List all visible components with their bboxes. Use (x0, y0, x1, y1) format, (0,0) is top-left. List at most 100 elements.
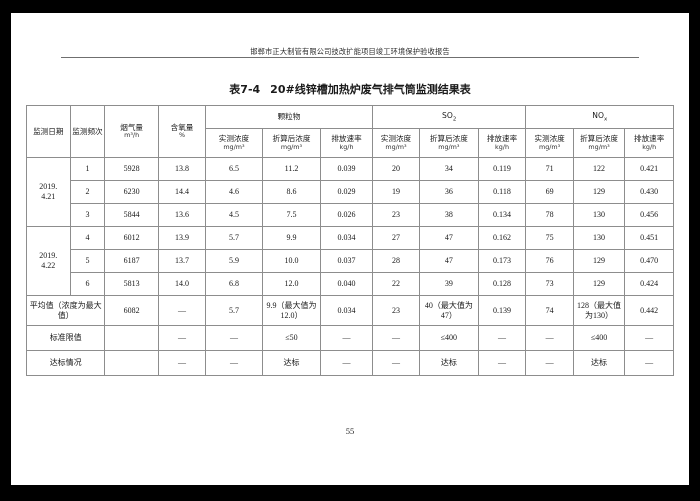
cell-so2-converted: 40（最大值为47） (419, 295, 479, 326)
cell-so2-measured: — (371, 325, 421, 351)
cell-date-group-2: 2019. 4.22 (26, 226, 71, 296)
cell-pm-converted: 9.9（最大值为12.0） (261, 295, 322, 326)
cell-standard-label: 标准限值 (25, 325, 106, 351)
col-flue-gas-unit: m³/h (124, 131, 140, 140)
cell-so2-rate: 0.119 (477, 157, 527, 181)
cell-so2-measured: 27 (371, 226, 421, 250)
cell-so2-rate: 0.173 (477, 249, 527, 273)
cell-pm-converted: 12.0 (261, 272, 322, 296)
cell-pm-measured: 4.6 (205, 180, 263, 204)
cell-compliance-label: 达标情况 (25, 350, 106, 376)
cell-flue-gas: 5813 (104, 272, 159, 296)
col-monitoring-frequency: 监测频次 (69, 105, 106, 158)
cell-pm-measured: 5.7 (205, 295, 263, 326)
table-row-average: 平均值（浓度为最大值） 6082 — 5.7 9.9（最大值为12.0） 0.0… (25, 295, 674, 326)
cell-pm-measured: 4.5 (205, 203, 263, 227)
cell-frequency: 3 (69, 203, 106, 227)
cell-nox-measured: 69 (525, 180, 574, 204)
group-header-so2: SO2 (371, 105, 527, 129)
cell-pm-converted: 10.0 (261, 249, 322, 273)
cell-so2-rate: — (477, 350, 527, 376)
cell-pm-rate: — (320, 350, 373, 376)
cell-nox-rate: 0.456 (624, 203, 674, 227)
cell-so2-measured: 20 (371, 157, 421, 181)
col-nox-rate: 排放速率 kg/h (624, 128, 674, 158)
document-page: 邯郸市正大制管有限公司技改扩能项目竣工环境保护验收报告 表7-4 20#线锌槽加热… (11, 13, 689, 485)
cell-so2-rate: 0.128 (477, 272, 527, 296)
table-row: 2 6230 14.4 4.6 8.6 0.029 19 36 0.118 69… (27, 180, 674, 204)
cell-nox-converted: 130 (572, 203, 626, 227)
cell-so2-converted: 达标 (419, 350, 479, 376)
cell-so2-rate: — (477, 325, 527, 351)
cell-pm-measured: — (205, 350, 263, 376)
cell-so2-measured: 23 (371, 203, 421, 227)
cell-oxygen: 13.8 (157, 157, 207, 181)
cell-so2-converted: 47 (419, 226, 479, 250)
cell-so2-rate: 0.139 (477, 295, 527, 326)
col-nox-measured: 实测浓度 mg/m³ (525, 128, 574, 158)
nox-subscript: x (603, 116, 608, 123)
cell-nox-rate: 0.470 (624, 249, 674, 273)
cell-so2-measured: 23 (371, 295, 421, 326)
cell-nox-rate: 0.424 (624, 272, 674, 296)
cell-pm-measured: — (205, 325, 263, 351)
cell-pm-measured: 5.9 (205, 249, 263, 273)
cell-oxygen: — (157, 350, 207, 376)
cell-so2-measured: 19 (371, 180, 421, 204)
group-header-nox: NOx (525, 105, 674, 129)
table-caption: 表7-4 20#线锌槽加热炉废气排气筒监测结果表 (11, 81, 689, 97)
col-oxygen-content: 含氧量 % (157, 105, 207, 158)
cell-flue-gas (104, 325, 159, 351)
cell-nox-converted: 130 (572, 226, 626, 250)
table-row-compliance: 达标情况 — — 达标 — — 达标 — — 达标 — (25, 350, 674, 376)
col-pm-rate: 排放速率 kg/h (320, 128, 373, 158)
cell-so2-converted: 47 (419, 249, 479, 273)
cell-nox-measured: 73 (525, 272, 574, 296)
cell-so2-converted: 34 (419, 157, 479, 181)
cell-pm-rate: 0.037 (320, 249, 373, 273)
cell-flue-gas: 5928 (104, 157, 159, 181)
cell-nox-rate: 0.442 (624, 295, 674, 326)
cell-nox-measured: 71 (525, 157, 574, 181)
cell-oxygen: 14.0 (157, 272, 207, 296)
cell-so2-rate: 0.134 (477, 203, 527, 227)
table-row: 3 5844 13.6 4.5 7.5 0.026 23 38 0.134 78… (27, 203, 674, 227)
cell-oxygen: — (157, 295, 207, 326)
table-row: 5 6187 13.7 5.9 10.0 0.037 28 47 0.173 7… (27, 249, 674, 273)
header-divider (61, 57, 639, 58)
cell-nox-rate: 0.430 (624, 180, 674, 204)
cell-frequency: 1 (69, 157, 106, 181)
cell-nox-converted: 128（最大值为130） (572, 295, 626, 326)
cell-nox-converted: 122 (572, 157, 626, 181)
cell-pm-rate: 0.034 (320, 226, 373, 250)
cell-nox-converted: ≤400 (572, 325, 626, 351)
cell-so2-rate: 0.162 (477, 226, 527, 250)
cell-pm-measured: 6.8 (205, 272, 263, 296)
cell-nox-measured: 78 (525, 203, 574, 227)
cell-average-label: 平均值（浓度为最大值） (25, 295, 106, 326)
table-header-group-row: 监测日期 监测频次 烟气量 m³/h 含氧量 % 颗粒物 (26, 105, 674, 158)
table-caption-number: 表7-4 (229, 83, 261, 96)
monitoring-results-table: 监测日期 监测频次 烟气量 m³/h 含氧量 % 颗粒物 (25, 105, 674, 376)
cell-nox-measured: — (525, 350, 574, 376)
cell-pm-converted: 8.6 (261, 180, 322, 204)
col-oxygen-unit: % (178, 131, 186, 140)
cell-pm-converted: 达标 (261, 350, 322, 376)
cell-pm-rate: 0.039 (320, 157, 373, 181)
cell-nox-converted: 129 (572, 180, 626, 204)
cell-pm-rate: 0.029 (320, 180, 373, 204)
col-so2-converted: 折算后浓度 mg/m³ (419, 128, 479, 158)
cell-so2-measured: 22 (371, 272, 421, 296)
col-pm-converted: 折算后浓度 mg/m³ (261, 128, 322, 158)
cell-frequency: 2 (69, 180, 106, 204)
cell-frequency: 4 (69, 226, 106, 250)
cell-flue-gas: 5844 (104, 203, 159, 227)
cell-nox-measured: — (525, 325, 574, 351)
running-header-text: 邯郸市正大制管有限公司技改扩能项目竣工环境保护验收报告 (250, 47, 450, 56)
cell-pm-converted: ≤50 (261, 325, 322, 351)
cell-frequency: 5 (69, 249, 106, 273)
cell-so2-converted: 36 (419, 180, 479, 204)
cell-pm-converted: 7.5 (261, 203, 322, 227)
table-row: 6 5813 14.0 6.8 12.0 0.040 22 39 0.128 7… (27, 272, 674, 296)
cell-flue-gas: 6230 (104, 180, 159, 204)
